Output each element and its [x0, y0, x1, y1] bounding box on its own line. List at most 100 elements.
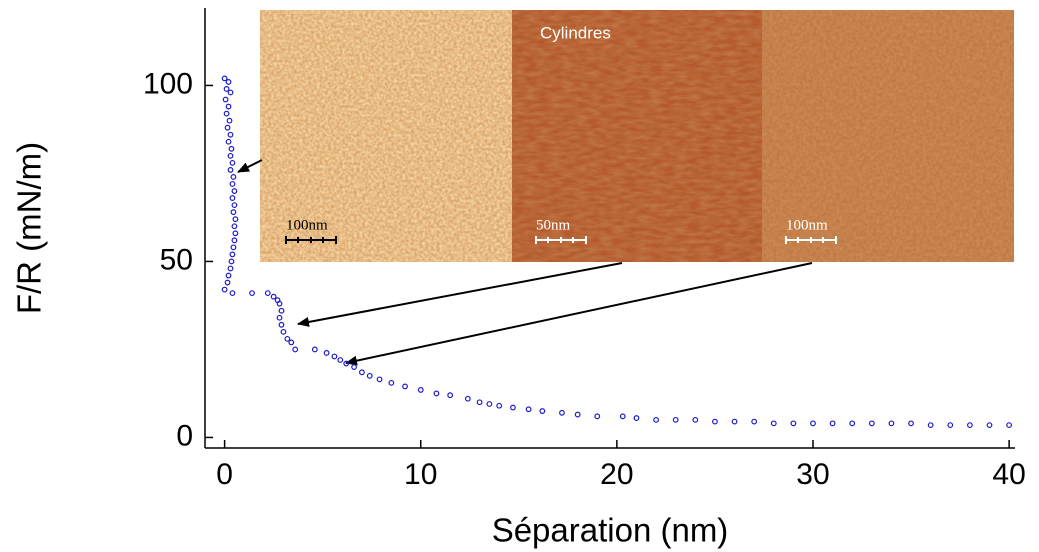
scale-bar — [785, 236, 837, 244]
x-tick-label: 40 — [992, 458, 1025, 491]
data-point — [343, 360, 350, 367]
scale-bar — [285, 236, 337, 244]
data-point — [927, 422, 934, 429]
data-point — [417, 387, 424, 393]
x-tick-label: 20 — [600, 458, 633, 491]
data-point — [222, 96, 229, 103]
data-point — [712, 418, 718, 425]
data-point — [751, 418, 758, 425]
data-point — [288, 339, 295, 346]
data-point — [692, 416, 699, 423]
data-point — [464, 395, 471, 402]
data-point — [229, 195, 236, 201]
arrow — [237, 159, 263, 173]
data-point — [231, 223, 238, 230]
scale-bar — [535, 236, 587, 244]
data-point — [225, 103, 232, 110]
data-point — [227, 152, 234, 159]
data-point — [292, 346, 299, 353]
data-point — [633, 415, 640, 421]
data-point — [986, 422, 993, 429]
data-point — [908, 420, 914, 427]
data-point — [433, 390, 440, 397]
data-point — [331, 353, 338, 360]
data-point — [225, 79, 232, 85]
data-point — [230, 244, 237, 251]
data-point — [276, 300, 283, 307]
data-point — [790, 420, 797, 427]
data-point — [227, 131, 234, 138]
data-point — [337, 357, 344, 363]
data-point — [402, 383, 408, 390]
data-point — [376, 376, 383, 383]
data-point — [249, 290, 255, 297]
arrow — [345, 262, 813, 366]
inset-texture — [762, 10, 1014, 262]
data-point — [447, 392, 454, 399]
data-point — [888, 420, 895, 427]
inset-texture — [512, 10, 762, 262]
data-point — [223, 110, 230, 117]
data-point — [510, 404, 516, 411]
data-point — [276, 314, 283, 321]
data-point — [311, 346, 318, 353]
data-point — [270, 293, 277, 300]
scale-label: 100nm — [786, 217, 828, 233]
x-tick-label: 30 — [796, 458, 829, 491]
data-point — [232, 230, 239, 237]
data-point — [476, 399, 483, 406]
data-point — [264, 290, 271, 297]
data-point — [229, 181, 236, 187]
data-point — [232, 216, 239, 223]
data-point — [619, 413, 626, 420]
data-point — [559, 409, 565, 416]
data-point — [280, 328, 287, 335]
data-point — [731, 418, 738, 425]
data-point — [574, 411, 581, 418]
data-point — [229, 251, 236, 258]
data-point — [231, 188, 238, 194]
data-point — [539, 408, 546, 414]
data-point — [284, 335, 291, 342]
scale-label: 50nm — [536, 217, 571, 233]
data-point — [829, 420, 836, 427]
data-point — [227, 167, 234, 173]
y-tick-label: 0 — [176, 419, 193, 452]
y-tick-label: 100 — [143, 67, 193, 100]
y-axis-label: F/R (mN/m) — [11, 142, 48, 314]
inset-texture — [260, 10, 512, 262]
data-point — [227, 89, 234, 96]
y-tick-label: 50 — [160, 243, 193, 276]
data-point — [496, 402, 503, 409]
data-point — [230, 209, 237, 216]
data-point — [223, 86, 230, 92]
data-point — [323, 350, 330, 356]
arrows — [237, 159, 813, 366]
data-point — [388, 379, 395, 386]
arrow — [297, 262, 623, 327]
data-point — [653, 416, 659, 423]
data-point — [229, 290, 236, 297]
data-point — [224, 124, 231, 131]
data-point — [525, 406, 532, 413]
data-point — [849, 420, 856, 427]
data-point — [770, 420, 777, 427]
data-point — [486, 401, 493, 407]
data-point — [359, 369, 365, 376]
data-point — [231, 202, 238, 209]
inset-title: Cylindres — [540, 23, 611, 42]
data-point — [810, 420, 816, 427]
data-point — [228, 145, 235, 152]
x-tick-label: 0 — [216, 458, 233, 491]
data-point — [672, 416, 679, 423]
data-point — [947, 422, 954, 429]
data-point — [230, 174, 237, 180]
data-point — [278, 321, 285, 328]
x-tick-label: 10 — [404, 458, 437, 491]
x-axis-label: Séparation (nm) — [492, 512, 729, 549]
data-point — [594, 413, 601, 420]
data-point — [366, 372, 373, 379]
data-point — [226, 117, 233, 124]
